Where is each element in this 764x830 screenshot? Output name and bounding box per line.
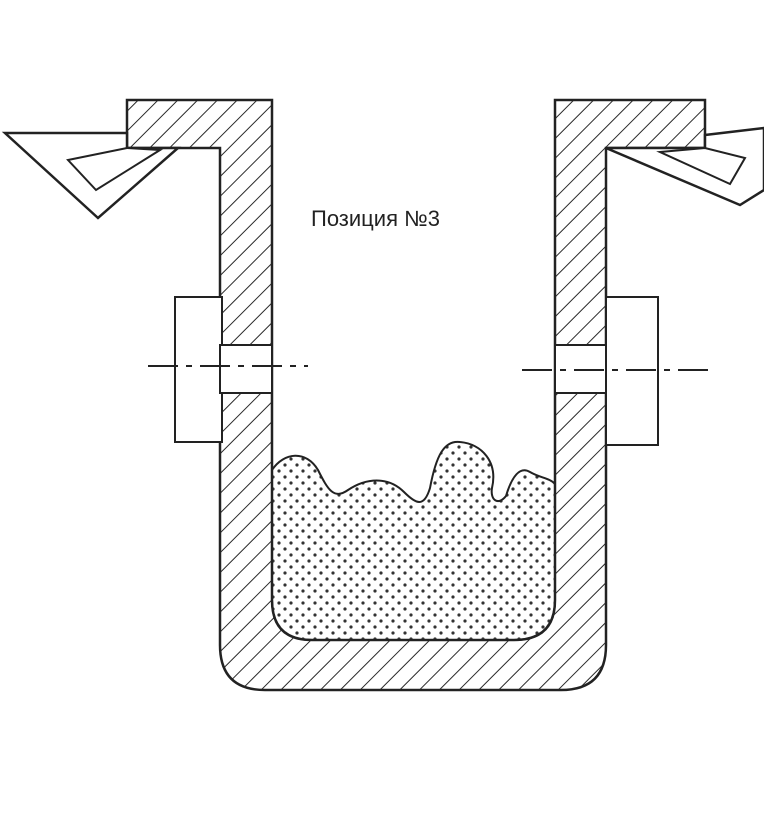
lifting-hook-left	[1, 131, 182, 220]
position-caption: Позиция №3	[311, 206, 440, 231]
trunnion-left	[148, 296, 308, 443]
trunnion-right	[522, 296, 712, 446]
lifting-hook-right	[605, 126, 764, 207]
melt-charge	[271, 440, 556, 641]
